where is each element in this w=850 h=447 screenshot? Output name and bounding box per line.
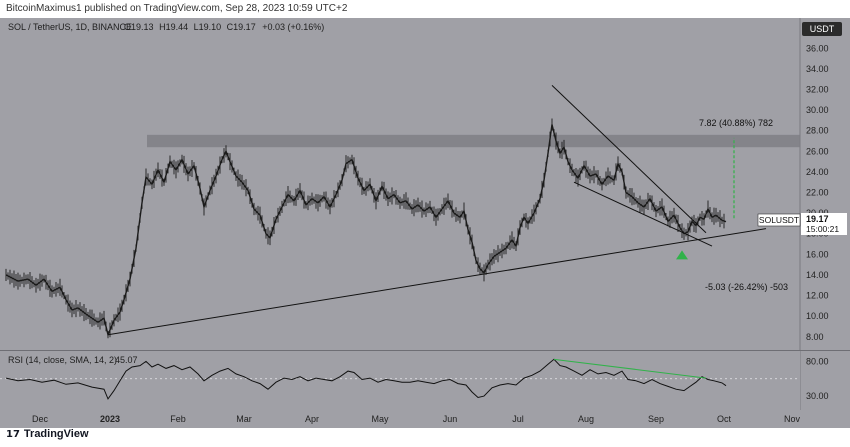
open-label: O [124,22,131,32]
y-tick-label: 36.00 [806,43,829,53]
rsi-legend: RSI (14, close, SMA, 14, 2) [8,355,117,365]
brand-name: TradingView [23,428,89,440]
high-value: 19.44 [166,22,189,32]
tradingview-logo-icon: 17 [6,428,20,440]
y-tick-label: 10.00 [806,311,829,321]
rsi-axis-ticks: 80.00 30.00 [806,356,829,401]
last-price-box [801,213,847,235]
descending-resistance-line [551,85,707,234]
rsi-tick-label: 30.00 [806,391,829,401]
x-tick-label: May [371,414,389,424]
price-series-line [5,124,727,337]
upside-measure-label: 7.82 (40.88%) 782 [699,118,773,128]
y-axis-ticks: 8.0010.0012.0014.0016.0018.0020.0022.002… [806,43,829,341]
rsi-pane[interactable] [0,351,800,410]
ticker-label: SOLUSDT [759,215,799,225]
open-value: 19.13 [131,22,154,32]
x-tick-label: Aug [578,414,594,424]
rsi-value: 45.07 [115,355,138,365]
x-tick-label: Mar [236,414,252,424]
y-tick-label: 24.00 [806,167,829,177]
downside-measure-label: -5.03 (-26.42%) -503 [705,282,788,292]
x-tick-label: Oct [717,414,732,424]
y-tick-label: 22.00 [806,188,829,198]
y-tick-label: 30.00 [806,105,829,115]
trendlines [107,85,767,336]
x-tick-label: Dec [32,414,49,424]
x-tick-label: Nov [784,414,801,424]
ticker-label-box [757,213,801,227]
rsi-line [5,358,727,400]
y-tick-label: 26.00 [806,146,829,156]
y-tick-label: 12.00 [806,291,829,301]
x-tick-label: 2023 [100,414,120,424]
rsi-tick-label: 80.00 [806,356,829,366]
y-tick-label: 34.00 [806,64,829,74]
low-value: 19.10 [199,22,222,32]
y-tick-label: 16.00 [806,249,829,259]
currency-label: USDT [810,24,835,34]
y-tick-label: 8.00 [806,332,824,342]
y-tick-label: 28.00 [806,126,829,136]
x-tick-label: Sep [648,414,664,424]
y-tick-label: 14.00 [806,270,829,280]
ascending-support-line [107,228,767,336]
price-pane[interactable] [0,18,800,350]
wedge-support-line [573,181,713,247]
bullish-signal-arrow-icon [676,250,688,260]
high-label: H [159,22,166,32]
x-tick-label: Feb [170,414,186,424]
x-axis-ticks: Dec 2023 Feb Mar Apr May Jun Jul Aug Sep Oct Nov [32,414,801,424]
svg-text:O19.13 H19.44 L19.10: O19.13 H19.44 L19.10 C19.17 +0.03 (+0.16… [124,22,324,32]
resistance-zone [147,134,800,148]
footer-brand[interactable]: 17 TradingView [6,428,89,440]
time-axis[interactable] [0,410,850,428]
y-tick-label: 32.00 [806,85,829,95]
rsi-divergence-line [553,358,707,379]
x-tick-label: Jun [443,414,458,424]
publish-note: BitcoinMaximus1 published on TradingView… [6,3,348,14]
close-value: 19.17 [233,22,256,32]
chart-canvas[interactable]: 8.0010.0012.0014.0016.0018.0020.0022.002… [0,18,850,428]
change-value: +0.03 (+0.16%) [262,22,324,32]
last-price: 19.17 [806,214,829,224]
x-tick-label: Apr [305,414,319,424]
x-tick-label: Jul [512,414,524,424]
low-label: L [194,22,199,32]
close-label: C [227,22,234,32]
currency-badge[interactable] [802,22,842,36]
symbol-title: SOL / TetherUS, 1D, BINANCE [8,22,132,32]
bar-countdown: 15:00:21 [806,224,839,234]
